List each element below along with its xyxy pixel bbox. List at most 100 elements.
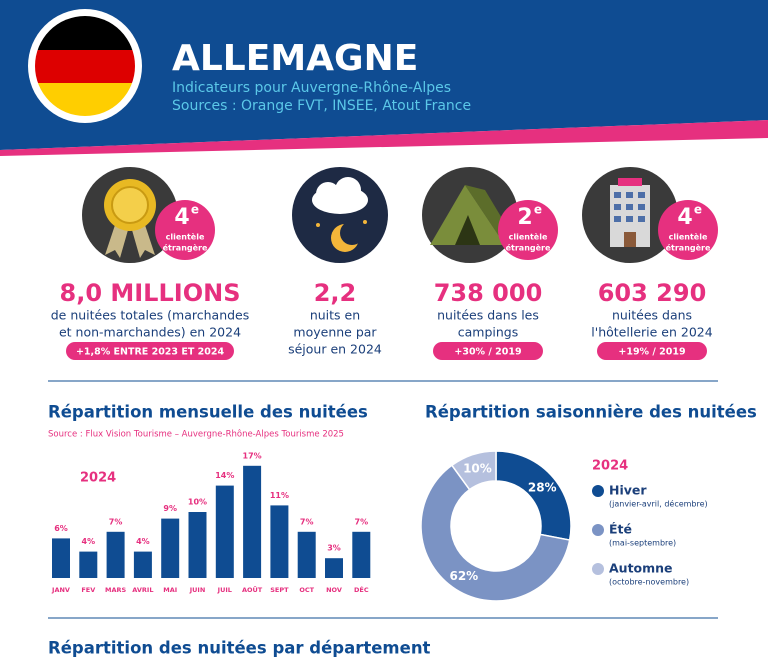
pill-text: +19% / 2019 xyxy=(618,347,685,358)
badge-text: étrangère xyxy=(506,243,551,253)
bar xyxy=(106,531,125,578)
badge xyxy=(658,200,718,260)
bar-label: 6% xyxy=(54,524,68,533)
bar xyxy=(215,485,234,578)
badge-suffix: e xyxy=(534,203,542,217)
pill xyxy=(433,342,543,360)
badge-text: étrangère xyxy=(163,243,208,253)
legend-period: (octobre-novembre) xyxy=(609,578,689,587)
medal-icon xyxy=(82,167,178,263)
monthly-year: 2024 xyxy=(80,471,116,486)
kpi-description: nuitées dans les xyxy=(437,308,539,323)
monthly-title: Répartition mensuelle des nuitées xyxy=(48,403,368,422)
month-label: JANV xyxy=(51,586,70,594)
bar-label: 7% xyxy=(300,517,314,526)
month-label: JUIL xyxy=(217,586,232,594)
bar xyxy=(79,551,98,578)
kpi-description: de nuitées totales (marchandes xyxy=(51,308,250,323)
subtitle: Indicateurs pour Auvergne-Rhône-Alpes xyxy=(172,80,451,96)
donut-label: 28% xyxy=(528,480,557,494)
badge xyxy=(155,200,215,260)
pill-text: +1,8% ENTRE 2023 ET 2024 xyxy=(76,347,225,358)
bar xyxy=(325,558,343,578)
pill xyxy=(597,342,707,360)
kpi-description: nuitées dans xyxy=(612,308,692,323)
bar xyxy=(52,538,70,578)
pill xyxy=(66,342,234,360)
donut-label: 10% xyxy=(463,461,492,475)
legend-marker xyxy=(592,485,604,497)
bar xyxy=(270,505,289,578)
badge xyxy=(498,200,558,260)
legend-period: (janvier-avril, décembre) xyxy=(609,499,708,509)
kpi-description: l'hôtellerie en 2024 xyxy=(591,325,712,340)
month-label: AVRIL xyxy=(132,586,153,594)
kpi-value: 603 290 xyxy=(598,279,707,307)
section-title: Répartition des nuitées par département xyxy=(48,639,431,658)
hotel-icon xyxy=(582,167,678,263)
bar-label: 3% xyxy=(327,544,341,553)
badge-text: clientèle xyxy=(669,232,708,242)
month-label: AOÛT xyxy=(242,585,263,594)
kpi-description: et non-marchandes) en 2024 xyxy=(59,325,241,340)
kpi-value: 8,0 MILLIONS xyxy=(60,279,241,307)
seasonal-title: Répartition saisonnière des nuitées xyxy=(425,403,757,422)
moon-icon xyxy=(292,167,388,263)
donut-segment xyxy=(495,450,572,541)
bar-label: 4% xyxy=(136,537,150,546)
month-label: JUIN xyxy=(189,586,206,594)
kpi-value: 2,2 xyxy=(314,279,357,307)
bar-label: 9% xyxy=(163,504,177,513)
badge-text: étrangère xyxy=(666,243,711,253)
kpi-value: 738 000 xyxy=(434,279,543,307)
badge-rank: 2 xyxy=(517,205,532,230)
title: ALLEMAGNE xyxy=(172,38,418,79)
bar-label: 4% xyxy=(82,537,96,546)
donut-label: 62% xyxy=(449,569,478,583)
legend-name: Automne xyxy=(609,561,673,576)
header-stripe xyxy=(0,120,768,156)
badge-suffix: e xyxy=(694,203,702,217)
bar xyxy=(133,551,152,578)
bar-label: 14% xyxy=(215,471,234,480)
legend-period: (mai-septembre) xyxy=(609,539,676,548)
bar xyxy=(352,531,371,578)
legend-marker xyxy=(592,524,604,536)
badge-text: clientèle xyxy=(509,232,548,242)
kpi-description: moyenne par xyxy=(293,325,377,340)
bar xyxy=(161,518,180,578)
bar-label: 7% xyxy=(109,517,123,526)
kpi-description: campings xyxy=(458,325,519,340)
month-label: SEPT xyxy=(270,586,289,594)
month-label: DÉC xyxy=(354,585,369,594)
badge-suffix: e xyxy=(191,203,199,217)
bar-label: 10% xyxy=(188,498,207,507)
legend-name: Hiver xyxy=(609,483,647,498)
bar xyxy=(297,531,316,578)
kpi-description: nuits en xyxy=(310,308,360,323)
bar xyxy=(243,465,262,578)
badge-rank: 4 xyxy=(677,205,692,230)
month-label: OCT xyxy=(299,586,314,594)
month-label: NOV xyxy=(326,586,342,594)
month-label: FEV xyxy=(81,586,95,594)
monthly-source: Source : Flux Vision Tourisme – Auvergne… xyxy=(48,429,344,440)
bar-label: 11% xyxy=(270,491,289,500)
badge-text: clientèle xyxy=(166,232,205,242)
sources: Sources : Orange FVT, INSEE, Atout Franc… xyxy=(172,98,471,114)
kpi-description: séjour en 2024 xyxy=(288,342,382,357)
month-label: MAI xyxy=(163,586,177,594)
header-band xyxy=(0,0,768,150)
bar xyxy=(188,512,207,578)
bar-label: 7% xyxy=(355,517,369,526)
donut-segment xyxy=(450,450,497,491)
legend-marker xyxy=(592,563,604,575)
donut-segment xyxy=(420,464,571,602)
bar-label: 17% xyxy=(243,451,262,460)
legend-name: Été xyxy=(609,522,632,537)
month-label: MARS xyxy=(105,586,127,594)
badge-rank: 4 xyxy=(174,205,189,230)
seasonal-year: 2024 xyxy=(592,459,628,474)
pill-text: +30% / 2019 xyxy=(454,347,521,358)
